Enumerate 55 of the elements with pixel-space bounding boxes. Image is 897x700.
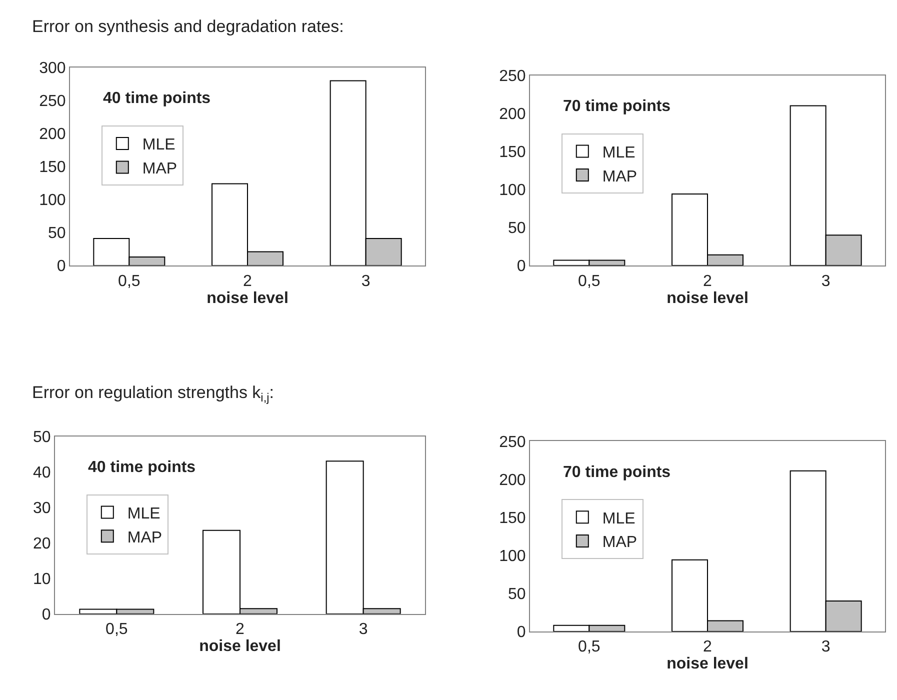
y-tick-label: 50 — [33, 428, 51, 446]
legend-label: MAP — [127, 529, 162, 546]
x-tick-label: 2 — [703, 638, 712, 656]
y-tick-label: 250 — [499, 434, 526, 451]
y-tick-label: 150 — [499, 510, 526, 527]
chart-title: Error on synthesis and degradation rates: — [32, 17, 344, 36]
y-tick-label: 200 — [499, 472, 526, 489]
x-tick-label: 3 — [361, 272, 370, 290]
y-tick-label: 0 — [516, 624, 526, 642]
x-tick-label: 3 — [358, 621, 368, 638]
x-tick-label: 2 — [236, 621, 245, 638]
legend-label: MLE — [602, 144, 636, 162]
legend-label: MLE — [142, 136, 176, 154]
x-axis-title: noise level — [206, 290, 288, 307]
x-tick-label: 0,5 — [106, 621, 128, 638]
x-tick-label: 0,5 — [118, 272, 140, 290]
chart-title: Error on regulation strengths k$_{i,j}$: — [32, 383, 274, 405]
x-tick-label: 2 — [703, 272, 712, 290]
legend-label: MAP — [602, 534, 638, 552]
legend-label: MAP — [602, 168, 638, 186]
x-axis-title: noise level — [666, 290, 748, 307]
y-tick-label: 200 — [499, 106, 526, 123]
annotation: 40 time points — [88, 459, 196, 476]
y-tick-label: 0 — [56, 258, 66, 276]
y-tick-label: 0 — [42, 606, 51, 624]
y-tick-label: 150 — [499, 144, 526, 162]
y-tick-label: 50 — [508, 586, 526, 604]
annotation: 70 time points — [563, 98, 671, 115]
y-tick-label: 50 — [508, 220, 526, 238]
y-tick-label: 100 — [39, 192, 66, 210]
y-tick-label: 250 — [499, 68, 526, 85]
y-tick-label: 0 — [516, 258, 526, 276]
y-tick-label: 100 — [499, 182, 526, 200]
legend-label: MLE — [127, 506, 160, 523]
x-axis-title: noise level — [199, 638, 281, 656]
x-tick-label: 3 — [821, 272, 830, 290]
y-tick-label: 200 — [39, 126, 66, 144]
legend-label: MAP — [142, 160, 178, 178]
legend-label: MLE — [602, 510, 636, 528]
y-tick-label: 40 — [33, 464, 51, 482]
x-tick-label: 0,5 — [578, 272, 600, 290]
y-tick-label: 30 — [33, 500, 51, 517]
y-tick-label: 10 — [33, 570, 51, 588]
y-tick-label: 300 — [39, 60, 66, 78]
annotation: 40 time points — [103, 90, 211, 107]
annotation: 70 time points — [563, 464, 671, 481]
x-tick-label: 3 — [821, 638, 830, 656]
x-tick-label: 0,5 — [578, 638, 600, 656]
y-tick-label: 150 — [39, 159, 66, 176]
y-tick-label: 50 — [48, 225, 66, 242]
y-tick-label: 250 — [39, 93, 66, 110]
y-tick-label: 100 — [499, 548, 526, 565]
x-tick-label: 2 — [243, 272, 252, 290]
x-axis-title: noise level — [666, 656, 748, 673]
y-tick-label: 20 — [33, 535, 51, 552]
